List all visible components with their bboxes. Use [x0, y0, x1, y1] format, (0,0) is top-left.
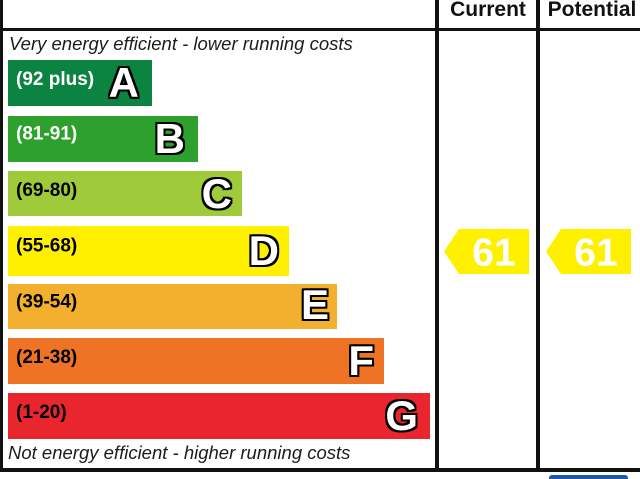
svg-text:61: 61	[574, 232, 617, 275]
svg-text:61: 61	[472, 232, 515, 275]
